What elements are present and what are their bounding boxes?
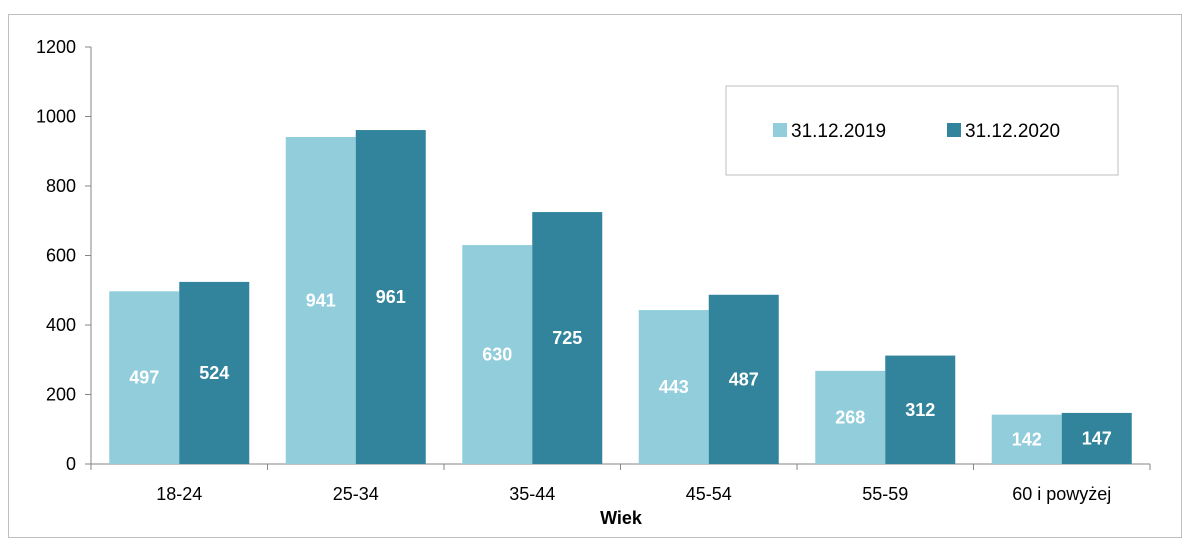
y-tick-label: 200	[46, 385, 76, 405]
bar	[1061, 412, 1132, 464]
data-label: 487	[729, 369, 759, 389]
y-tick-label: 1000	[36, 107, 76, 127]
bar	[462, 245, 533, 464]
bars	[109, 130, 1132, 465]
x-tick-label: 45-54	[686, 484, 732, 504]
data-label: 142	[1012, 429, 1042, 449]
y-axis: 0 200 400 600 800 1000 1200	[36, 37, 92, 474]
data-label: 443	[659, 377, 689, 397]
data-label: 147	[1082, 428, 1112, 448]
bar	[532, 212, 603, 464]
y-tick-label: 600	[46, 246, 76, 266]
bar	[109, 291, 180, 464]
bar	[179, 281, 250, 464]
bar	[355, 130, 426, 465]
y-tick-label: 1200	[36, 37, 76, 57]
y-tick-label: 800	[46, 176, 76, 196]
data-label: 961	[376, 287, 406, 307]
bar	[285, 137, 356, 464]
y-tick-label: 0	[66, 454, 76, 474]
x-axis: 18-24 25-34 35-44 45-54 55-59 60 i powyżej	[90, 463, 1151, 504]
data-labels: 497 941 630 443 268 142 524 961 725 487 312 147	[129, 287, 1112, 449]
data-label: 497	[129, 368, 159, 388]
data-label: 312	[905, 400, 935, 420]
x-tick-label: 18-24	[156, 484, 202, 504]
x-tick-label: 25-34	[333, 484, 379, 504]
legend-label: 31.12.2019	[791, 121, 886, 142]
data-label: 941	[306, 291, 336, 311]
legend-swatch	[773, 123, 787, 137]
y-tick-label: 400	[46, 315, 76, 335]
data-label: 630	[482, 345, 512, 365]
x-tick-label: 60 i powyżej	[1012, 484, 1111, 504]
legend-swatch	[947, 123, 961, 137]
data-label: 725	[552, 328, 582, 348]
legend-label: 31.12.2020	[965, 121, 1060, 142]
bar	[638, 310, 709, 464]
x-axis-title: Wiek	[600, 508, 643, 528]
x-tick-label: 55-59	[862, 484, 908, 504]
bar	[815, 370, 886, 464]
bar	[991, 414, 1062, 464]
bar	[708, 294, 779, 464]
x-tick-label: 35-44	[509, 484, 555, 504]
data-label: 268	[835, 407, 865, 427]
data-label: 524	[199, 363, 229, 383]
legend-box	[725, 85, 1119, 176]
bar	[885, 355, 956, 464]
legend: 31.12.2019 31.12.2020	[725, 85, 1119, 176]
